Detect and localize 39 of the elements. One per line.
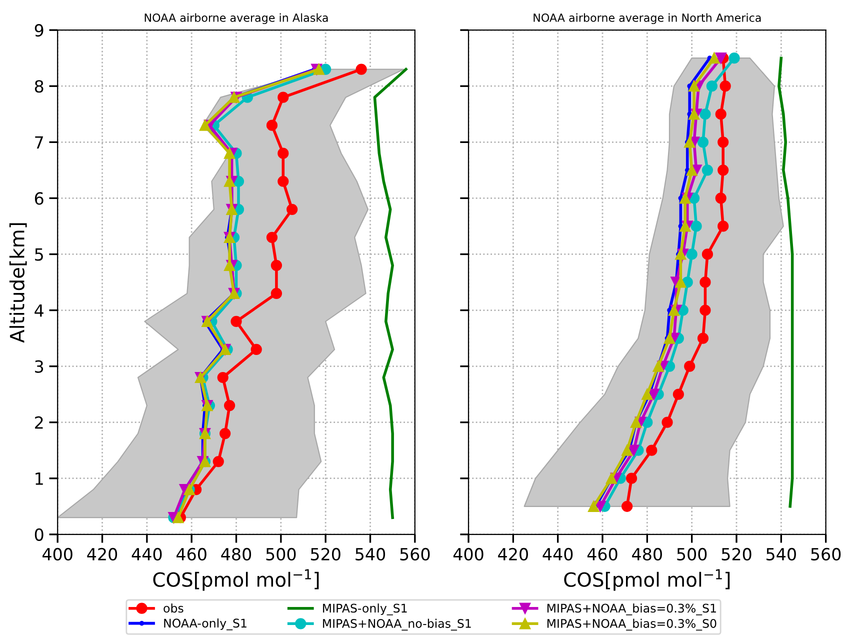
y-tick-label: 8 [34,80,44,93]
x-tick-label: 560 [400,548,430,560]
y-tick-label: 9 [34,24,44,37]
legend-label: MIPAS-only_S1 [323,604,407,616]
x-tick-label: 400 [453,548,484,560]
x-tick-label: 480 [632,548,662,560]
x-tick-label: 440 [542,548,573,560]
x-tick-label: 460 [176,548,206,560]
x-tick-label: 440 [132,548,162,560]
legend-label: MIPAS+NOAA_bias=0.3%_S0 [547,618,716,631]
x-tick-label: 560 [811,548,841,560]
x-tick-label: 400 [42,548,72,560]
x-tick-label: 480 [221,548,252,560]
y-tick-label: 6 [34,192,44,205]
y-tick-label: 4 [34,304,44,317]
legend-label: MIPAS+NOAA_no-bias_S1 [323,618,471,631]
x-axis-title: COS[pmol mol$^{−1}$] [153,569,319,591]
legend-label: MIPAS+NOAA_bias=0.3%_S1 [547,604,716,616]
x-tick-label: 520 [310,548,340,560]
x-tick-label: 540 [356,548,386,560]
x-tick-label: 420 [87,548,118,560]
y-axis-title: Altitude[km] [9,223,27,343]
x-tick-label: 500 [266,548,296,560]
x-tick-label: 520 [722,548,752,560]
y-tick-label: 1 [36,472,43,485]
chart-title: NOAA airborne average in Alaska [144,13,328,24]
x-tick-label: 420 [498,548,528,560]
legend-label: NOAA-only_S1 [164,618,246,630]
y-tick-label: 0 [34,528,44,541]
chart-title: NOAA airborne average in North America [534,13,761,24]
legend-label: obs [164,604,184,613]
y-tick-label: 7 [35,136,43,148]
y-tick-label: 3 [35,360,44,373]
x-tick-label: 500 [677,548,707,560]
x-tick-label: 460 [587,548,618,560]
y-tick-label: 5 [35,248,43,261]
x-tick-label: 540 [766,548,796,560]
y-tick-label: 2 [35,416,43,429]
x-axis-title: COS[pmol mol$^{−1}$] [564,569,730,591]
